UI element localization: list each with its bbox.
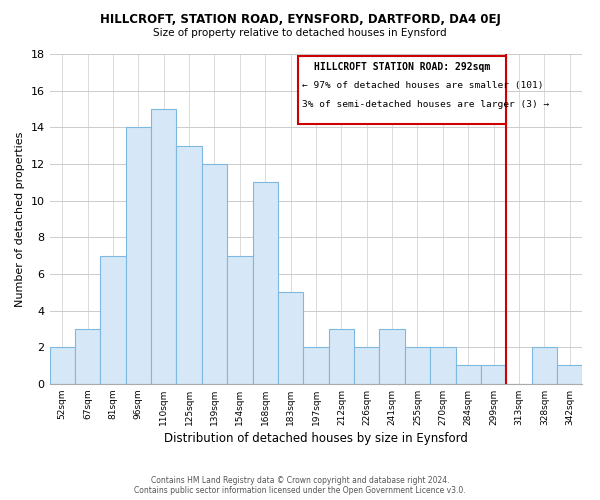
Bar (557, 366, 583, 384)
Bar (176, 146, 202, 384)
Bar (405, 347, 430, 384)
Bar (202, 164, 227, 384)
Bar (379, 329, 405, 384)
Bar (125, 128, 151, 384)
Bar (303, 347, 329, 384)
Bar (253, 182, 278, 384)
Bar (354, 347, 379, 384)
Bar (329, 329, 354, 384)
Bar (227, 256, 253, 384)
Text: Contains HM Land Registry data © Crown copyright and database right 2024.
Contai: Contains HM Land Registry data © Crown c… (134, 476, 466, 495)
Bar (455, 366, 481, 384)
Text: 3% of semi-detached houses are larger (3) →: 3% of semi-detached houses are larger (3… (302, 100, 549, 109)
Y-axis label: Number of detached properties: Number of detached properties (15, 131, 25, 306)
Bar (278, 292, 303, 384)
Text: Size of property relative to detached houses in Eynsford: Size of property relative to detached ho… (153, 28, 447, 38)
Text: ← 97% of detached houses are smaller (101): ← 97% of detached houses are smaller (10… (302, 80, 544, 90)
Bar (532, 347, 557, 384)
Text: HILLCROFT, STATION ROAD, EYNSFORD, DARTFORD, DA4 0EJ: HILLCROFT, STATION ROAD, EYNSFORD, DARTF… (100, 12, 500, 26)
Text: HILLCROFT STATION ROAD: 292sqm: HILLCROFT STATION ROAD: 292sqm (314, 62, 490, 72)
Bar (151, 109, 176, 384)
Bar (50, 347, 75, 384)
Bar (430, 347, 455, 384)
X-axis label: Distribution of detached houses by size in Eynsford: Distribution of detached houses by size … (164, 432, 468, 445)
Bar (75, 329, 100, 384)
Bar (481, 366, 506, 384)
FancyBboxPatch shape (298, 56, 506, 124)
Bar (100, 256, 125, 384)
